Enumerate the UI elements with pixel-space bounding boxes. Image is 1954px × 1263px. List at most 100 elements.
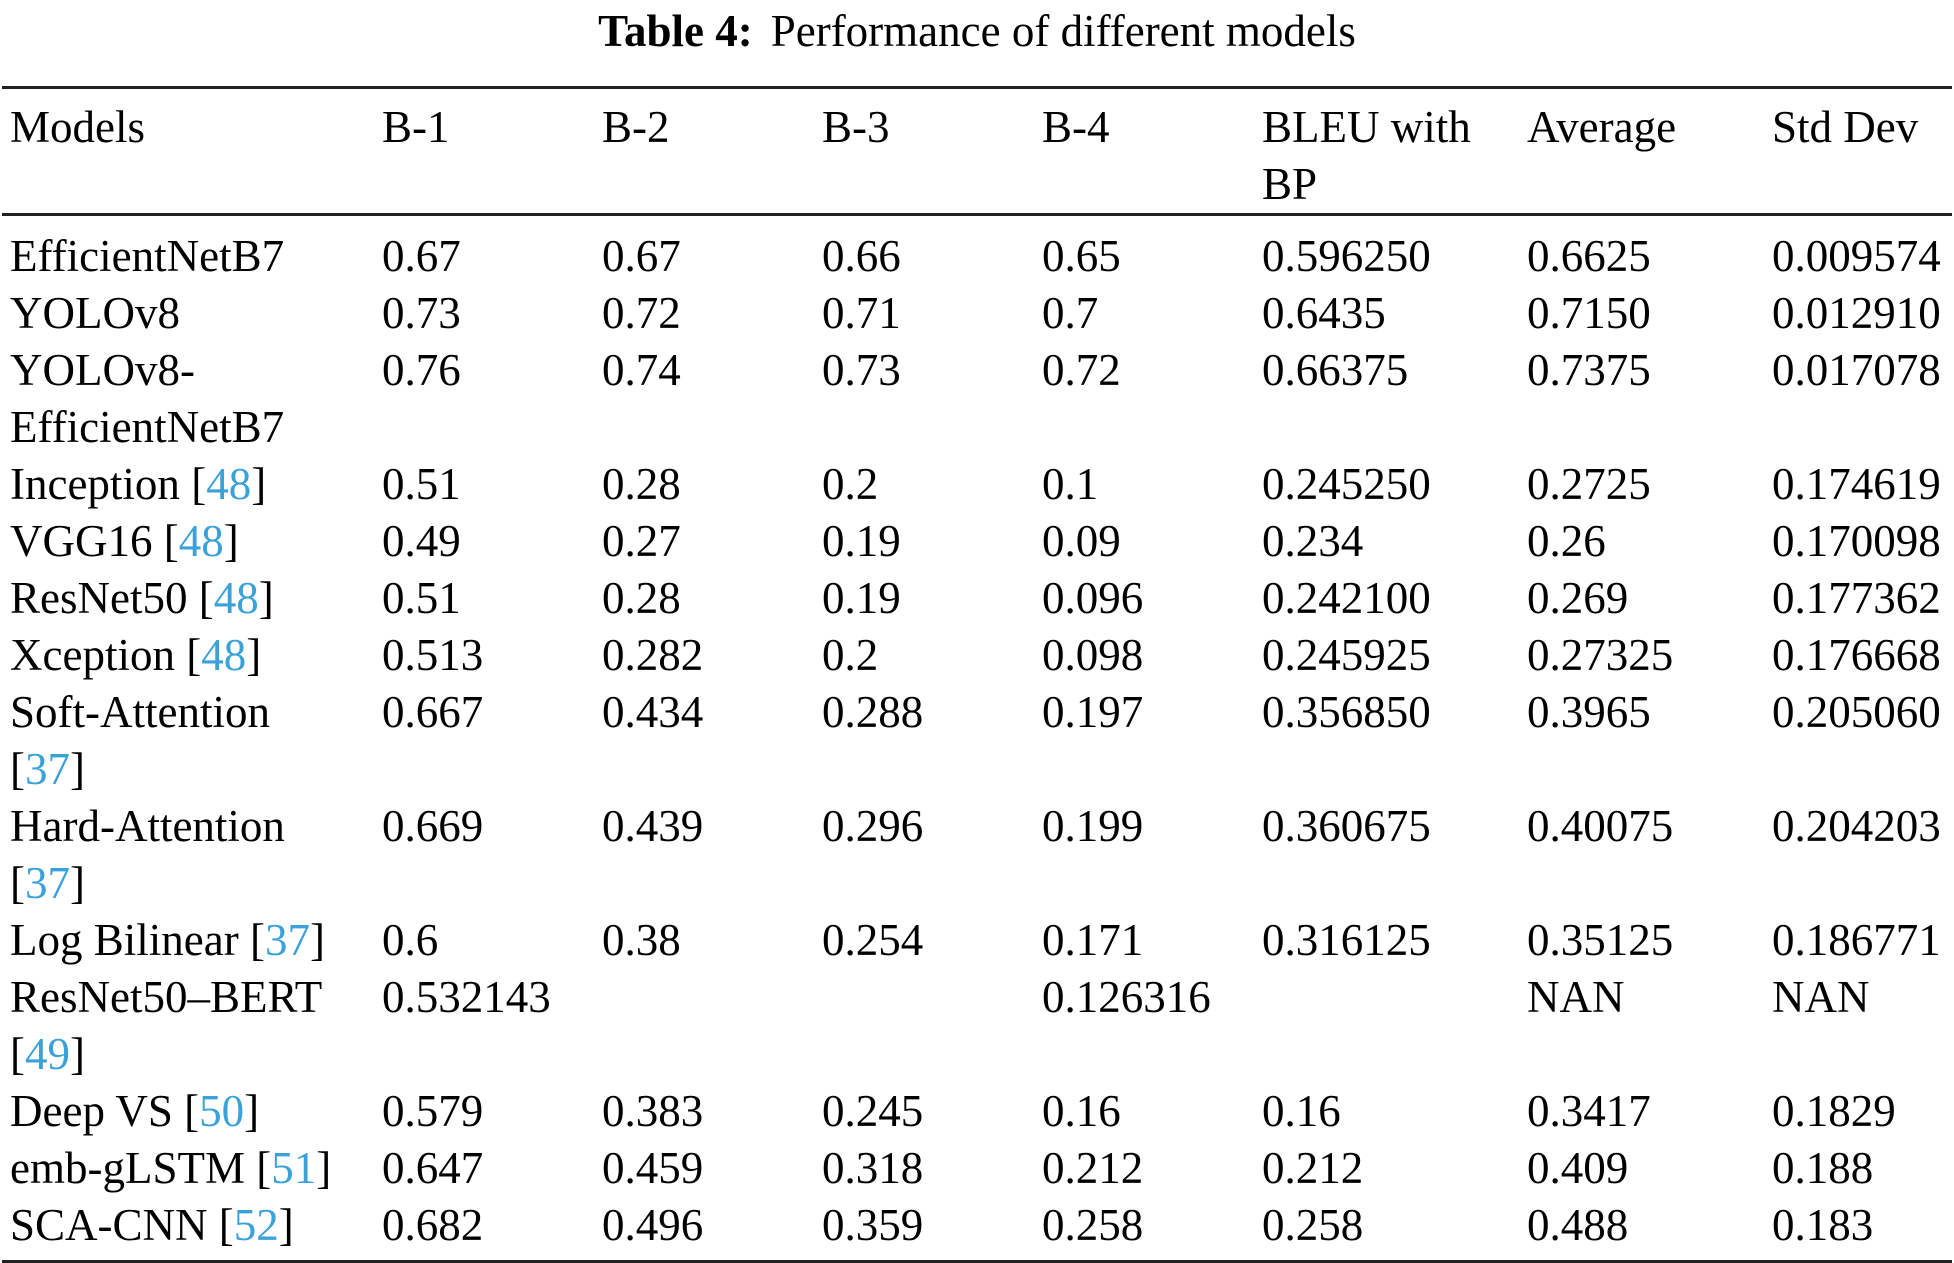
metric-value-cell: 0.012910 bbox=[1772, 288, 1941, 338]
model-name: ResNet50 bbox=[10, 573, 188, 623]
metric-value-cell: 0.245925 bbox=[1262, 630, 1431, 680]
metric-value-cell: 0.16 bbox=[1042, 1086, 1121, 1136]
metric-value-cell: 0.204203 bbox=[1772, 801, 1941, 851]
metric-value-cell: 0.74 bbox=[602, 345, 681, 395]
table-caption-label: Table 4: bbox=[598, 6, 753, 56]
table-caption: Table 4: Performance of different models bbox=[0, 0, 1954, 58]
model-name: EfficientNetB7 bbox=[10, 231, 285, 281]
table-row: Inception [48] 0.51 0.28 0.2 0.1 0.245250 0.27… bbox=[2, 456, 1952, 513]
metric-value-cell: 0.316125 bbox=[1262, 915, 1431, 965]
table-row: VGG16 [48] 0.49 0.27 0.19 0.09 0.234 0.26 0.170… bbox=[2, 513, 1952, 570]
metric-value-cell: 0.6435 bbox=[1262, 288, 1386, 338]
column-header-std-dev: Std Dev bbox=[1772, 87, 1952, 216]
metric-value-cell: 0.183 bbox=[1772, 1200, 1874, 1250]
citation-link[interactable]: 48 bbox=[178, 516, 224, 566]
metric-value-cell: 0.73 bbox=[822, 345, 901, 395]
metric-value-cell: 0.67 bbox=[382, 231, 461, 281]
model-name-cell: Deep VS [50] bbox=[10, 1086, 260, 1136]
metric-value-cell: 0.096 bbox=[1042, 573, 1144, 623]
metric-value-cell: 0.596250 bbox=[1262, 231, 1431, 281]
metric-value-cell: 0.1 bbox=[1042, 459, 1099, 509]
metric-value-cell: 0.51 bbox=[382, 459, 461, 509]
citation-link[interactable]: 48 bbox=[201, 630, 247, 680]
table-row: SCA-CNN [52] 0.682 0.496 0.359 0.258 0.258 0.4… bbox=[2, 1197, 1952, 1262]
metric-value-cell: 0.76 bbox=[382, 345, 461, 395]
metric-value-cell: 0.359 bbox=[822, 1200, 924, 1250]
metric-value-cell: 0.205060 bbox=[1772, 687, 1941, 737]
model-name-cell: Soft-Attention [37] bbox=[10, 687, 270, 794]
column-header-b-1: B-1 bbox=[382, 87, 602, 216]
metric-value-cell: 0.2 bbox=[822, 459, 879, 509]
model-name-cell: YOLOv8 bbox=[2, 285, 382, 342]
model-name-cell: Log Bilinear [37] bbox=[10, 915, 325, 965]
metric-value-cell: 0.439 bbox=[602, 801, 704, 851]
metric-value-cell: 0.27325 bbox=[1527, 630, 1674, 680]
table-row: EfficientNetB7 0.67 0.67 0.66 0.65 0.596250 0.… bbox=[2, 215, 1952, 286]
table-row: Log Bilinear [37] 0.6 0.38 0.254 0.171 0.3161… bbox=[2, 912, 1952, 969]
performance-table: Models B-1 B-2 B-3 B-4 BLEU with BP Average Std… bbox=[2, 86, 1952, 1263]
metric-value-cell: 0.254 bbox=[822, 915, 924, 965]
metric-value-cell: 0.409 bbox=[1527, 1143, 1629, 1193]
metric-value-cell: 0.2 bbox=[822, 630, 879, 680]
column-header-b-3: B-3 bbox=[822, 87, 1042, 216]
metric-value-cell: 0.009574 bbox=[1772, 231, 1941, 281]
metric-value-cell: 0.296 bbox=[822, 801, 924, 851]
citation-link[interactable]: 51 bbox=[271, 1143, 317, 1193]
citation-link[interactable]: 50 bbox=[199, 1086, 245, 1136]
table-header-row: Models B-1 B-2 B-3 B-4 BLEU with BP Average Std… bbox=[2, 87, 1952, 216]
metric-value-cell: 0.26 bbox=[1527, 516, 1606, 566]
metric-value-cell: 0.242100 bbox=[1262, 573, 1431, 623]
table-row: Deep VS [50] 0.579 0.383 0.245 0.16 0.16 0.341… bbox=[2, 1083, 1952, 1140]
metric-value-cell: 0.282 bbox=[602, 630, 704, 680]
metric-value-cell: 0.65 bbox=[1042, 231, 1121, 281]
metric-value-cell: 0.19 bbox=[822, 573, 901, 623]
model-name-cell: Inception [48] bbox=[10, 459, 267, 509]
model-name-cell: YOLOv8-EfficientNetB7 bbox=[2, 342, 382, 456]
metric-value-cell: 0.513 bbox=[382, 630, 484, 680]
metric-value-cell: 0.51 bbox=[382, 573, 461, 623]
metric-value-cell: 0.2725 bbox=[1527, 459, 1651, 509]
metric-value-cell: 0.27 bbox=[602, 516, 681, 566]
citation-link[interactable]: 48 bbox=[213, 573, 259, 623]
citation-link[interactable]: 37 bbox=[25, 744, 70, 794]
citation-link[interactable]: 37 bbox=[264, 915, 310, 965]
model-name-cell: Xception [48] bbox=[10, 630, 262, 680]
metric-value-cell: 0.212 bbox=[1262, 1143, 1364, 1193]
metric-value-cell: 0.28 bbox=[602, 573, 681, 623]
metric-value-cell: 0.098 bbox=[1042, 630, 1144, 680]
table-row: ResNet50–BERT [49] 0.532143 0.126316 NAN NAN bbox=[2, 969, 1952, 1083]
model-name: Log Bilinear bbox=[10, 915, 239, 965]
metric-value-cell: 0.28 bbox=[602, 459, 681, 509]
model-name-cell: VGG16 [48] bbox=[10, 516, 239, 566]
citation-link[interactable]: 49 bbox=[25, 1029, 70, 1079]
metric-value-cell: 0.71 bbox=[822, 288, 901, 338]
metric-value-cell: 0.7 bbox=[1042, 288, 1099, 338]
metric-value-cell: 0.72 bbox=[602, 288, 681, 338]
model-name-cell: ResNet50 [48] bbox=[10, 573, 274, 623]
metric-value-cell: 0.176668 bbox=[1772, 630, 1941, 680]
metric-value-cell: 0.16 bbox=[1262, 1086, 1341, 1136]
metric-value-cell: 0.35125 bbox=[1527, 915, 1674, 965]
model-name: VGG16 bbox=[10, 516, 153, 566]
model-name: ResNet50–BERT bbox=[10, 972, 322, 1022]
metric-value-cell: 0.7375 bbox=[1527, 345, 1651, 395]
metric-value-cell: 0.383 bbox=[602, 1086, 704, 1136]
metric-value-cell: 0.1829 bbox=[1772, 1086, 1896, 1136]
metric-value-cell: 0.258 bbox=[1042, 1200, 1144, 1250]
metric-value-cell: NAN bbox=[1527, 972, 1625, 1022]
model-name: Deep VS bbox=[10, 1086, 173, 1136]
metric-value-cell: 0.245250 bbox=[1262, 459, 1431, 509]
metric-value-cell: 0.188 bbox=[1772, 1143, 1874, 1193]
citation-link[interactable]: 37 bbox=[25, 858, 70, 908]
metric-value-cell: 0.318 bbox=[822, 1143, 924, 1193]
metric-value-cell: 0.6 bbox=[382, 915, 439, 965]
metric-value-cell: 0.126316 bbox=[1042, 972, 1211, 1022]
metric-value-cell: 0.199 bbox=[1042, 801, 1144, 851]
metric-value-cell bbox=[1262, 969, 1527, 1083]
metric-value-cell bbox=[602, 969, 822, 1083]
metric-value-cell: 0.647 bbox=[382, 1143, 484, 1193]
model-name: Soft-Attention bbox=[10, 687, 270, 737]
table-row: YOLOv8-EfficientNetB7 0.76 0.74 0.73 0.72 0.6… bbox=[2, 342, 1952, 456]
citation-link[interactable]: 48 bbox=[206, 459, 252, 509]
